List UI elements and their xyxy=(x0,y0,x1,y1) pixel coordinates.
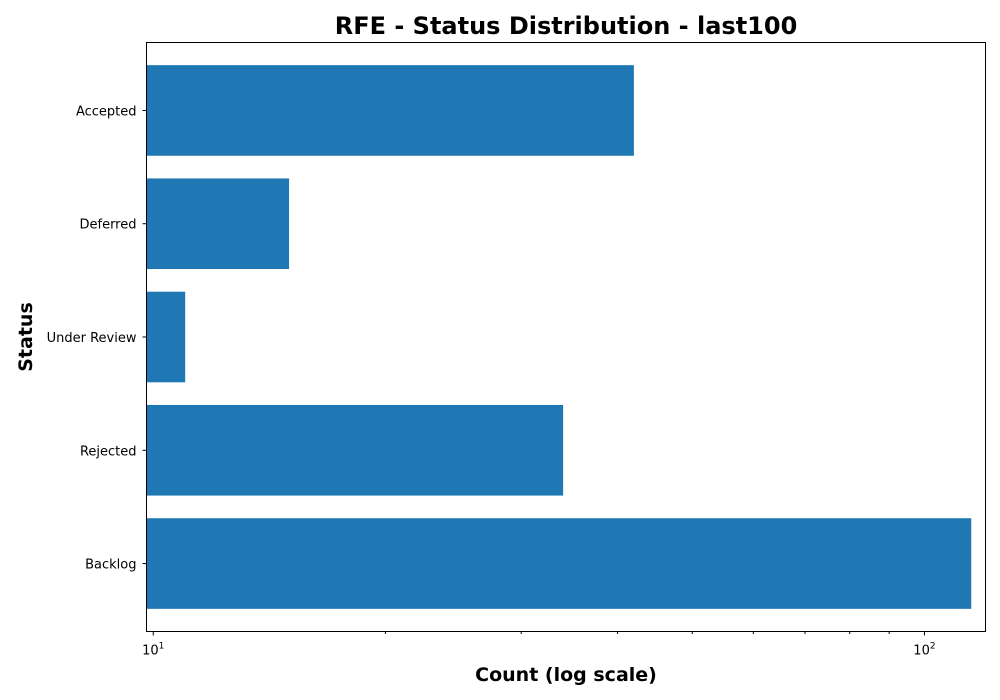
bar-deferred xyxy=(146,178,290,270)
x-axis-label: Count (log scale) xyxy=(475,664,657,686)
x-tick-label: 101 xyxy=(142,642,164,659)
x-axis-ticks: 101 102 xyxy=(142,631,936,659)
y-axis-ticks: Accepted Deferred Under Review Rejected Back… xyxy=(47,104,147,573)
bar-under-review xyxy=(146,291,186,383)
plot-frame xyxy=(146,42,986,632)
y-axis-label: Status xyxy=(15,302,37,372)
bar-backlog xyxy=(146,518,972,609)
y-tick-label: Rejected xyxy=(80,444,137,459)
y-tick-label: Under Review xyxy=(47,331,137,346)
bars-group xyxy=(146,65,972,609)
bar-rejected xyxy=(146,404,564,496)
chart-title: RFE - Status Distribution - last100 xyxy=(335,12,798,40)
y-tick-label: Accepted xyxy=(76,104,137,119)
y-tick-label: Backlog xyxy=(85,558,136,573)
y-tick-label: Deferred xyxy=(79,218,136,233)
x-tick-label: 102 xyxy=(913,642,935,659)
bar-accepted xyxy=(146,65,634,156)
